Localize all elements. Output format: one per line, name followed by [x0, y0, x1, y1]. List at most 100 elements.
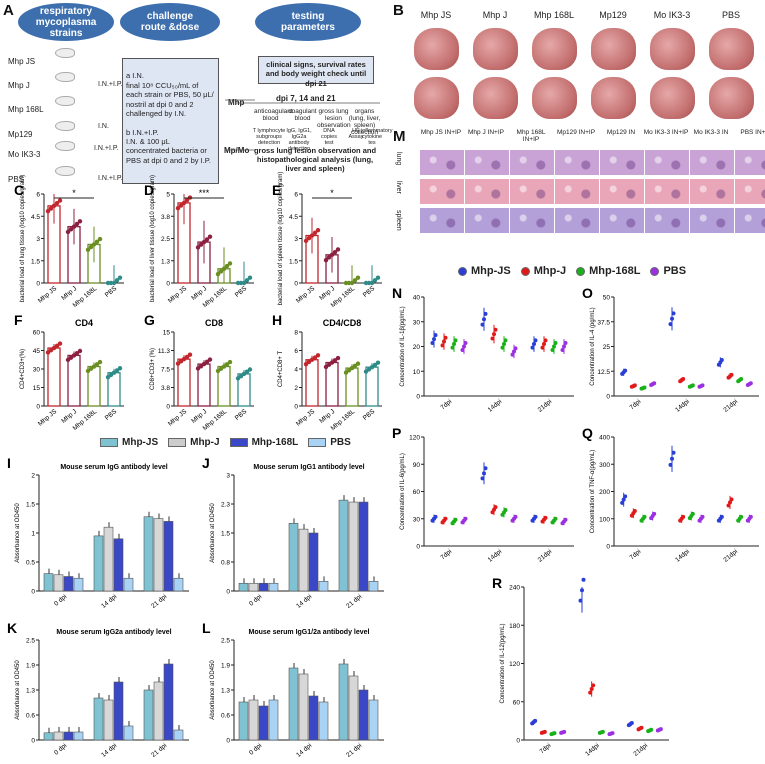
data-point	[700, 383, 705, 388]
lung-group-label: Mhp 168L	[533, 10, 575, 20]
panel-label-b: B	[393, 2, 404, 19]
param-text: anticoagulant blood	[254, 108, 293, 122]
y-tick-label: 7.5	[161, 367, 170, 374]
data-point	[201, 361, 207, 367]
bar	[47, 347, 61, 407]
data-point	[57, 198, 63, 203]
x-tick-label: 14 dpi	[100, 593, 118, 610]
chart-N: N 0 10 20 30 40 Concentration of IL-1β(pg/mL) 7…	[392, 285, 574, 414]
data-point	[552, 344, 556, 349]
data-point	[97, 236, 103, 242]
legend-entry: Mhp-J	[168, 437, 220, 448]
x-tick-label: PBS	[104, 408, 119, 422]
chart-panel-label: F	[14, 312, 23, 328]
data-point	[369, 280, 375, 286]
y-tick-label: 120	[509, 661, 520, 668]
data-point	[532, 342, 536, 347]
data-point	[463, 341, 468, 346]
histo-image	[600, 179, 644, 204]
bar	[53, 574, 64, 592]
legend-entry: Mhp-168L	[229, 437, 298, 448]
histo-image	[735, 208, 765, 233]
bar	[153, 518, 164, 592]
data-point	[363, 369, 369, 374]
data-point	[218, 269, 224, 274]
route-label: I.N.	[98, 123, 109, 130]
mouse-icon	[55, 72, 75, 82]
legend-label: Mhp-JS	[471, 265, 511, 277]
data-point	[632, 383, 637, 388]
data-point	[671, 450, 676, 455]
histo-group-label: Mhp 168L IN+IP	[516, 129, 546, 144]
data-point	[600, 729, 605, 734]
data-point	[480, 322, 485, 327]
data-point	[493, 327, 498, 332]
lung-photo-top	[591, 28, 636, 70]
y-tick-label: 2.5	[161, 236, 170, 243]
data-point	[480, 476, 485, 481]
y-tick-label: 30	[33, 367, 41, 374]
x-tick-label: Mhp JS	[37, 285, 59, 305]
data-point	[690, 383, 695, 388]
data-point	[329, 360, 335, 365]
data-point	[748, 514, 753, 519]
data-point	[542, 342, 546, 347]
data-point	[349, 280, 355, 286]
chart-O: O 0 12.5 25 37.5 50 Concentration of IL-4 (pg/…	[582, 285, 759, 414]
chart-panel-label: J	[202, 455, 210, 471]
data-point	[503, 508, 508, 513]
y-tick-label: 60	[33, 330, 41, 337]
histo-image	[645, 179, 689, 204]
data-point	[728, 500, 732, 505]
y-tick-label: 180	[509, 623, 520, 630]
histo-image	[555, 150, 599, 175]
data-point	[45, 350, 51, 355]
data-point	[94, 239, 100, 244]
strain-label: Mhp J	[8, 81, 30, 90]
y-axis-label: Concentration of IL-1β(pg/mL)	[400, 306, 406, 386]
chart-panel-label: R	[492, 575, 502, 591]
data-point	[578, 598, 583, 603]
route-label: I.N.+I.P.	[98, 175, 123, 182]
y-tick-label: 100	[599, 516, 610, 523]
chart-D: D 0 1.3 2.5 3.8 5 bacterial load of liver tiss…	[144, 175, 254, 309]
data-point	[432, 337, 436, 342]
y-tick-label: 0	[516, 738, 520, 745]
chart-title: Mouse serum IgG1 antibody level	[253, 464, 364, 471]
data-point	[349, 365, 355, 371]
y-tick-label: 1.5	[26, 502, 35, 509]
data-point	[187, 352, 193, 357]
data-point	[175, 206, 181, 211]
legend-label: Mhp-JS	[122, 437, 159, 448]
data-point	[235, 376, 241, 381]
data-point	[198, 242, 204, 247]
bar	[288, 667, 299, 741]
data-point	[71, 224, 77, 229]
data-point	[562, 344, 566, 349]
legend-swatch	[576, 266, 586, 276]
data-point	[553, 516, 558, 521]
bar	[217, 365, 231, 407]
histo-image	[465, 208, 509, 233]
data-point	[312, 230, 318, 236]
data-point	[623, 368, 628, 373]
lung-photo-bottom	[709, 77, 754, 119]
bar	[288, 523, 299, 592]
data-point	[108, 372, 114, 378]
legend-label: Mhp-168L	[589, 265, 641, 277]
data-point	[215, 368, 221, 374]
y-tick-label: 15	[163, 330, 171, 337]
data-point	[512, 349, 516, 354]
x-tick-label: 7dpi	[439, 548, 453, 561]
bar	[43, 732, 54, 741]
data-point	[493, 505, 498, 510]
chart-panel-label: K	[7, 620, 17, 636]
data-point	[366, 367, 372, 372]
y-tick-label: 0	[294, 281, 298, 288]
chart-title: Mouse serum IgG antibody level	[60, 464, 167, 471]
data-point	[224, 263, 230, 269]
y-tick-label: 30	[413, 516, 421, 523]
y-tick-label: 40	[413, 295, 421, 302]
data-point	[85, 247, 91, 252]
